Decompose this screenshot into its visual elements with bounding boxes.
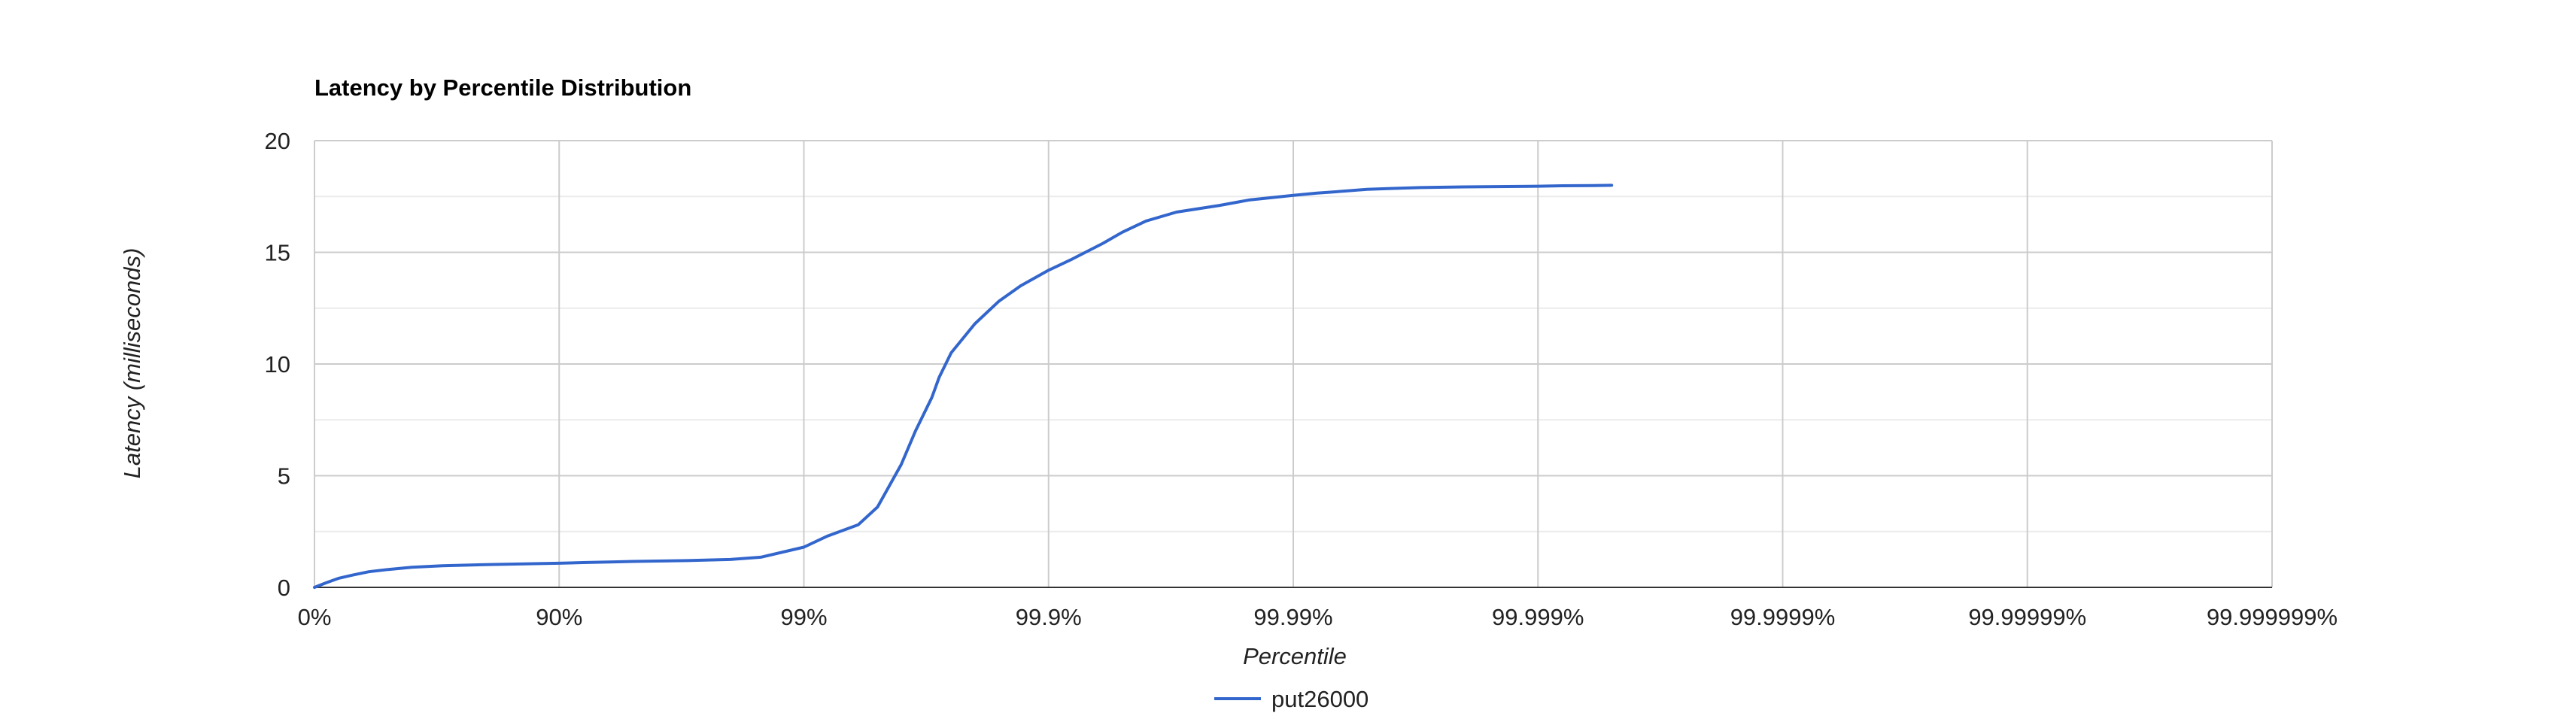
x-tick-label: 99.999999% bbox=[2207, 604, 2338, 630]
y-tick-label: 20 bbox=[265, 128, 290, 154]
y-tick-label: 0 bbox=[278, 575, 290, 601]
y-tick-label: 10 bbox=[265, 351, 290, 378]
y-axis-title: Latency (milliseconds) bbox=[119, 248, 145, 479]
x-tick-label: 0% bbox=[298, 604, 332, 630]
x-tick-label: 99.9999% bbox=[1730, 604, 1836, 630]
legend[interactable]: put26000 bbox=[1214, 686, 1368, 712]
x-tick-label: 90% bbox=[536, 604, 582, 630]
x-tick-label: 99.9% bbox=[1016, 604, 1082, 630]
series-line-put26000[interactable] bbox=[313, 184, 1614, 589]
x-tick-label: 99% bbox=[780, 604, 827, 630]
legend-label-put26000: put26000 bbox=[1271, 686, 1368, 712]
series-layer bbox=[313, 184, 1614, 589]
x-tick-label: 99.999% bbox=[1492, 604, 1584, 630]
tick-labels: 0% 90% 99% 99.9% 99.99% 99.999% 99.9999% 99.999… bbox=[265, 128, 2338, 630]
x-tick-label: 99.99% bbox=[1253, 604, 1332, 630]
y-tick-label: 5 bbox=[278, 463, 290, 490]
chart-title: Latency by Percentile Distribution bbox=[314, 74, 691, 101]
y-tick-label: 15 bbox=[265, 240, 290, 266]
x-tick-label: 99.99999% bbox=[1968, 604, 2086, 630]
grid bbox=[314, 140, 2273, 588]
x-axis-title: Percentile bbox=[1243, 643, 1347, 669]
